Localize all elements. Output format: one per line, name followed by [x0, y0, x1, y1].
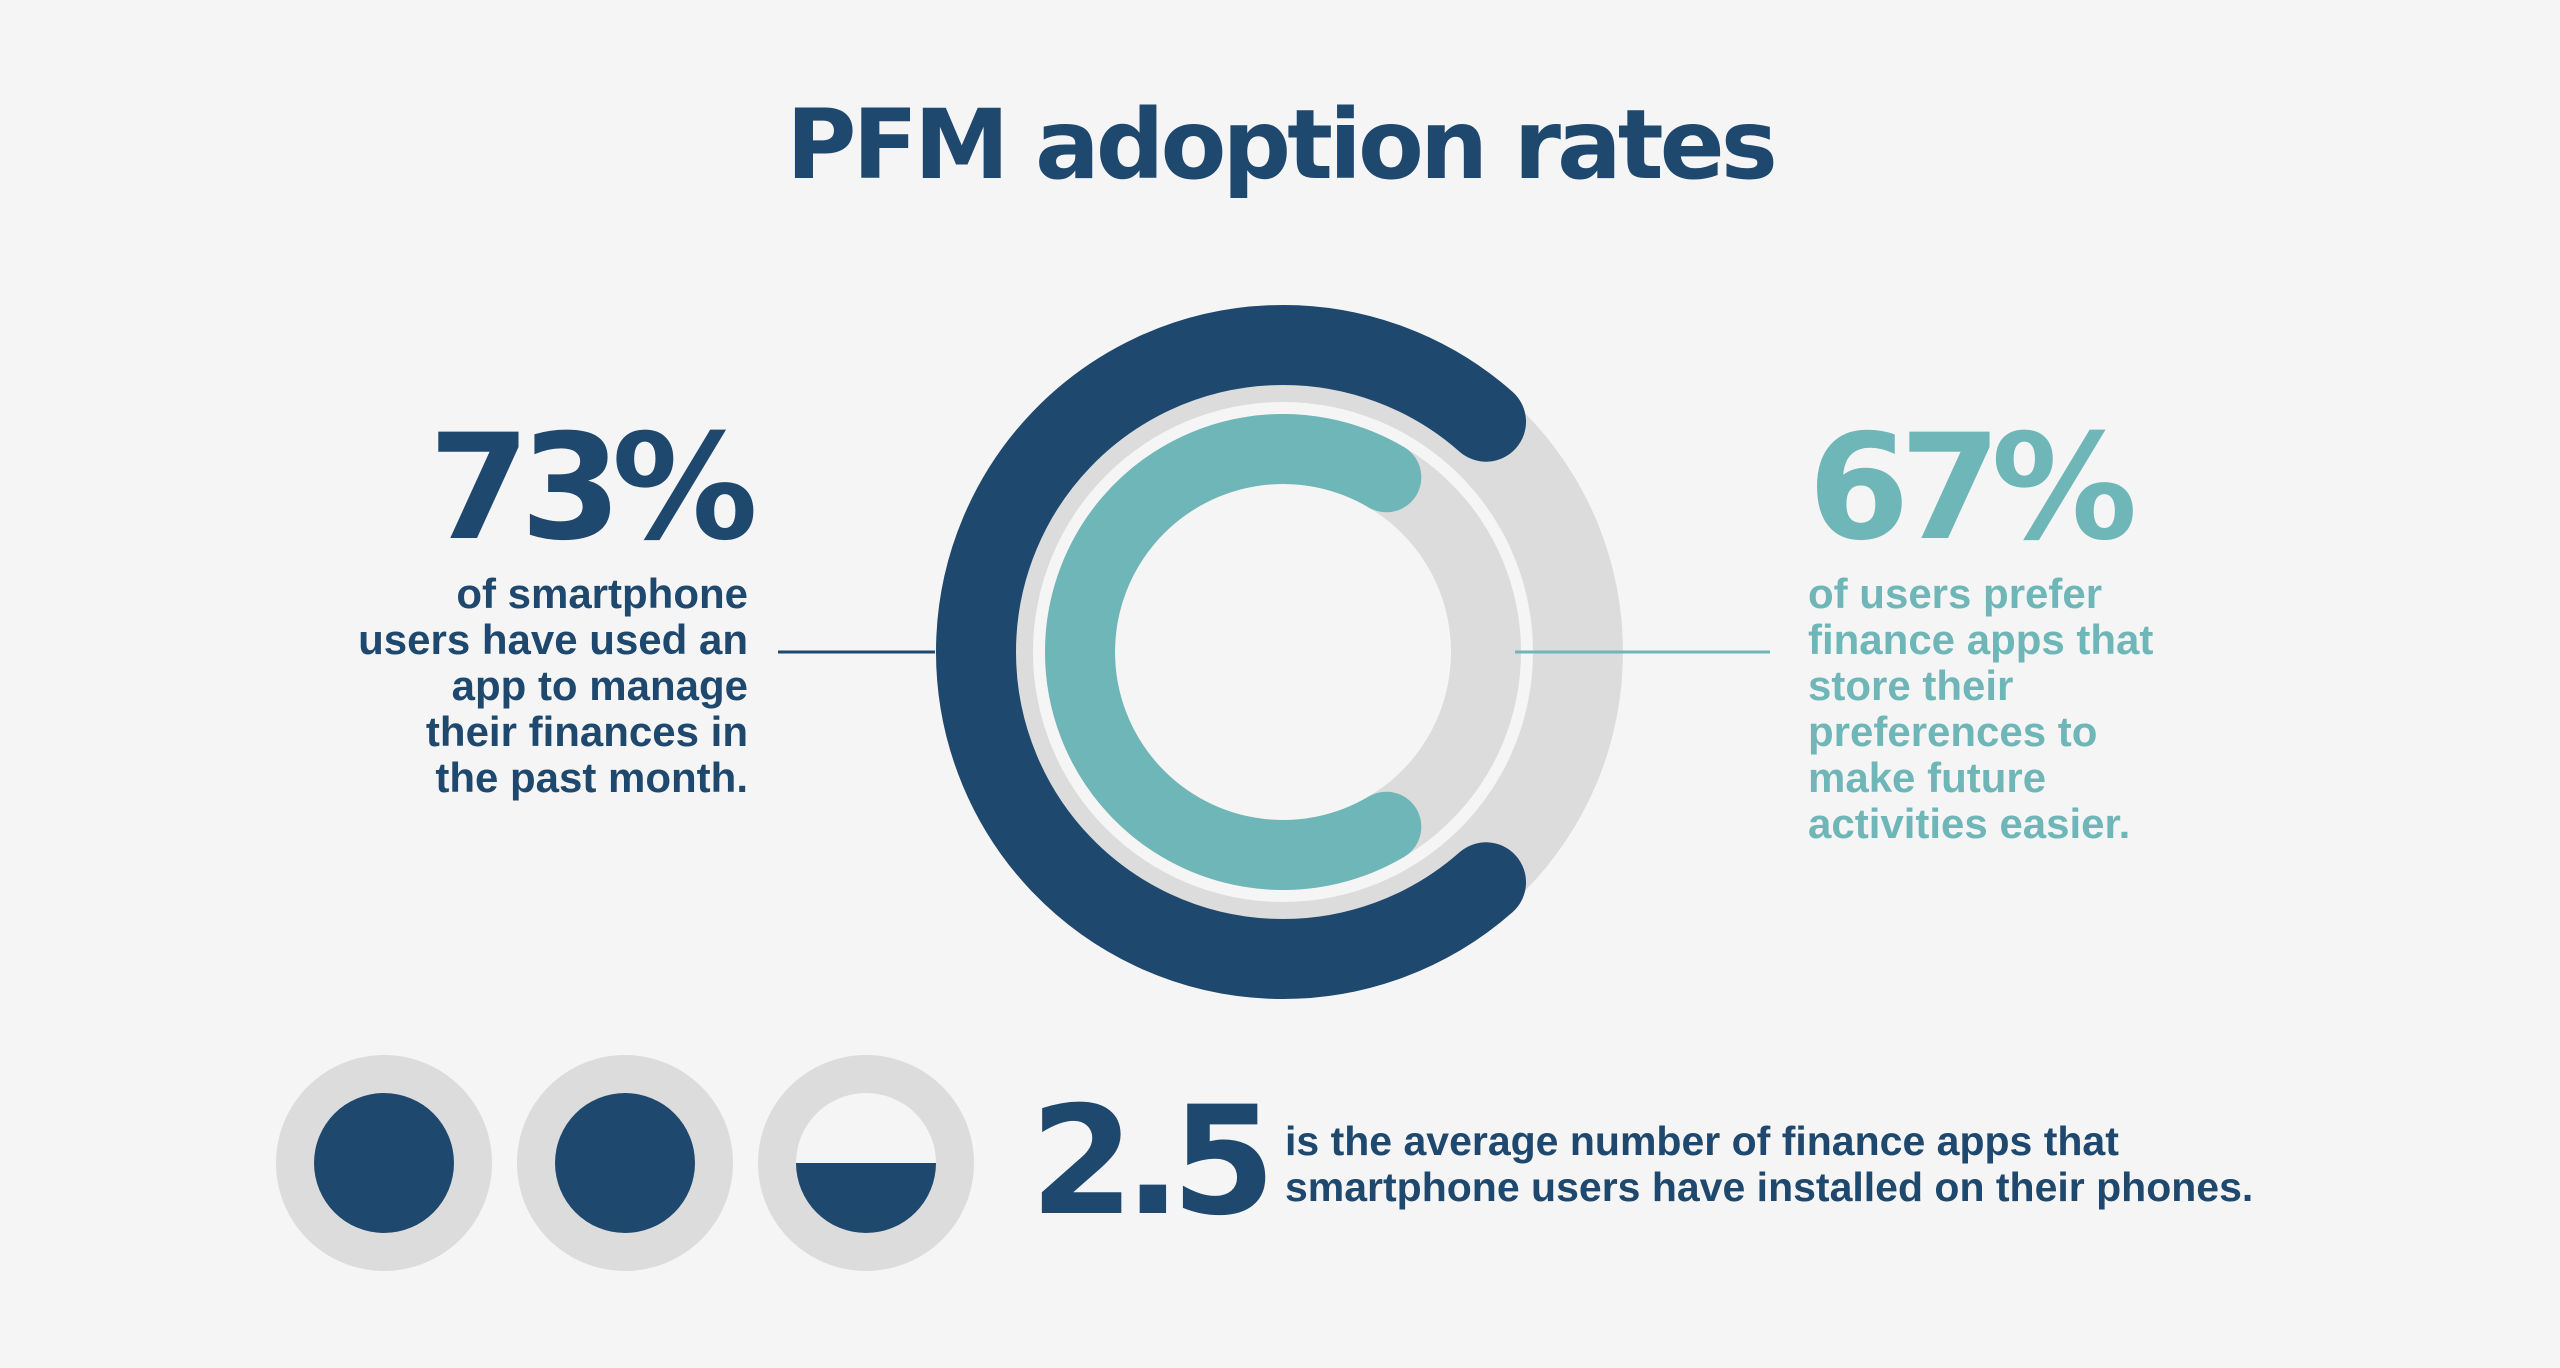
description-line: users have used an [358, 616, 748, 663]
description-line: is the average number of finance apps th… [1285, 1118, 2119, 1164]
app-icon-fill [314, 1093, 454, 1233]
ring-hole [1115, 484, 1451, 820]
app-count-icons [276, 1055, 974, 1271]
ring-arc-outer [936, 305, 1527, 999]
stat-value-bottom: 2.5 [1030, 1075, 1266, 1249]
donut-rings [936, 305, 1623, 999]
description-line: make future [1808, 754, 2046, 801]
chart-title: PFM adoption rates [786, 89, 1774, 201]
stat-description-bottom: is the average number of finance apps th… [1285, 1118, 2253, 1210]
description-line: app to manage [452, 662, 748, 709]
app-icon-fill [555, 1093, 695, 1233]
description-line: smartphone users have installed on their… [1285, 1164, 2253, 1210]
description-line: store their [1808, 662, 2013, 709]
description-line: their finances in [426, 708, 748, 755]
stat-value-left: 73% [429, 403, 754, 573]
description-line: of users prefer [1808, 570, 2102, 617]
ring-arc-inner [1045, 414, 1422, 890]
description-line: finance apps that [1808, 616, 2153, 663]
description-line: the past month. [435, 754, 748, 801]
stat-value-right: 67% [1808, 403, 2133, 573]
description-line: preferences to [1808, 708, 2097, 755]
app-icon-fill-partial [796, 1163, 936, 1233]
description-line: activities easier. [1808, 800, 2130, 847]
description-line: of smartphone [456, 570, 748, 617]
